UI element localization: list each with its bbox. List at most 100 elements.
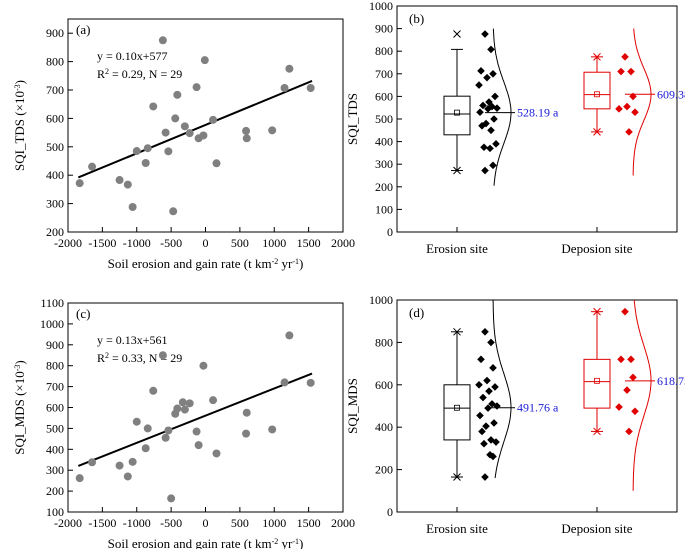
min-marker	[593, 427, 601, 436]
data-point	[132, 147, 141, 156]
data-point	[268, 425, 277, 434]
data-point	[171, 114, 180, 123]
y-tick-label: 900	[375, 22, 393, 36]
data-point	[123, 472, 132, 481]
data-point	[242, 134, 251, 143]
y-tick-label: 1000	[40, 317, 64, 331]
y-tick-label: 800	[46, 55, 64, 69]
data-point	[478, 427, 486, 436]
data-point	[141, 158, 150, 167]
data-point	[199, 361, 208, 370]
data-point	[484, 105, 492, 113]
data-point	[173, 404, 182, 413]
box-iqr	[443, 384, 471, 441]
distribution-curve	[632, 28, 652, 176]
min-marker	[453, 473, 461, 481]
y-axis-label: SQI_MDS	[345, 378, 360, 434]
box-iqr	[583, 71, 611, 110]
y-tick-label: 1100	[40, 296, 64, 310]
data-point	[625, 427, 633, 436]
data-point	[180, 122, 189, 131]
panel-c: -2000 -1500 -1000 -500 0 500 1000 1500 2000 100 20…	[12, 296, 355, 549]
data-point	[185, 129, 194, 138]
data-point	[489, 161, 497, 170]
panel-label: (a)	[76, 22, 90, 37]
data-point	[481, 166, 489, 175]
data-point	[199, 131, 208, 140]
data-point	[209, 396, 218, 405]
data-point	[475, 381, 483, 389]
data-point	[88, 458, 97, 467]
x-tick-label: -1000	[123, 516, 151, 530]
box-iqr	[443, 95, 471, 136]
data-point	[621, 307, 629, 316]
data-point	[627, 67, 635, 76]
data-point	[285, 331, 294, 340]
y-axis-label: SQI_TDS (×10-3)	[12, 80, 27, 171]
y-tick-label: 600	[375, 89, 393, 103]
data-point	[115, 461, 124, 470]
x-tick-label: -2000	[54, 516, 82, 530]
x-tick-label: -500	[160, 516, 182, 530]
data-point	[629, 92, 637, 101]
y-tick-label: 900	[46, 26, 64, 40]
mean-value-label: 528.19 a	[517, 106, 559, 120]
data-point	[212, 159, 221, 168]
x-tick-label: -1500	[88, 516, 116, 530]
panel-b: 0 100 200 300 400 500 600 700 800 900 1000 SQI_TDS (…	[345, 0, 685, 256]
data-point	[490, 115, 498, 123]
max-marker	[593, 52, 601, 61]
y-tick-label: 500	[46, 421, 64, 435]
data-point	[621, 53, 629, 61]
data-point	[615, 403, 623, 411]
data-point	[164, 426, 173, 435]
data-point	[167, 494, 176, 503]
y-tick-label: 400	[375, 135, 393, 149]
mean-value-label: 618.75 b	[657, 374, 685, 388]
regression-stats: R2 = 0.29, N = 29	[97, 67, 182, 82]
mean-marker	[594, 91, 600, 98]
data-point	[158, 36, 167, 45]
regression-equation: y = 0.13x+561	[97, 333, 168, 347]
x-tick-label: 500	[231, 236, 249, 250]
x-tick-label: -1000	[123, 236, 151, 250]
y-axis-label: SQI_TDS	[345, 93, 360, 145]
x-tick-label: 0	[203, 516, 209, 530]
y-tick-label: 700	[46, 83, 64, 97]
box-group-deposion: Deposion site 618.75 b	[561, 300, 685, 536]
x-tick-label: -2000	[54, 236, 82, 250]
data-point	[169, 207, 178, 216]
data-point	[627, 355, 635, 364]
data-point	[625, 128, 633, 136]
mean-marker	[594, 377, 600, 384]
data-point	[192, 427, 201, 436]
data-point	[623, 102, 631, 111]
data-point	[141, 444, 150, 453]
y-axis-label: SQI_MDS (×10-3)	[12, 360, 27, 455]
data-point	[478, 121, 486, 130]
data-point	[212, 449, 221, 458]
panel-label: (c)	[76, 306, 90, 321]
x-tick-label: 0	[203, 236, 209, 250]
data-point	[75, 474, 84, 483]
data-point	[493, 104, 501, 112]
data-point	[115, 176, 124, 185]
data-point	[280, 84, 289, 93]
mean-value-label: 609.38 b	[657, 87, 685, 101]
data-point	[489, 70, 497, 78]
data-point	[483, 376, 491, 385]
data-point	[623, 386, 631, 394]
data-point	[480, 439, 488, 448]
y-tick-label: 400	[46, 442, 64, 456]
category-label: Erosion site	[426, 241, 488, 256]
panel-label: (b)	[409, 11, 424, 26]
y-tick-label: 1000	[369, 0, 393, 13]
y-tick-label: 700	[46, 380, 64, 394]
y-tick-label: 600	[375, 378, 393, 392]
data-point	[631, 108, 639, 117]
data-point	[490, 419, 498, 427]
data-point	[149, 102, 158, 111]
data-point	[268, 126, 277, 135]
data-point	[178, 398, 187, 407]
